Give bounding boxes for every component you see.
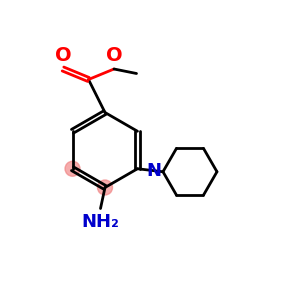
Text: O: O bbox=[106, 46, 122, 65]
Circle shape bbox=[65, 161, 80, 176]
Circle shape bbox=[98, 180, 112, 195]
Text: N: N bbox=[146, 162, 161, 180]
Text: O: O bbox=[55, 46, 71, 65]
Text: NH₂: NH₂ bbox=[82, 213, 119, 231]
